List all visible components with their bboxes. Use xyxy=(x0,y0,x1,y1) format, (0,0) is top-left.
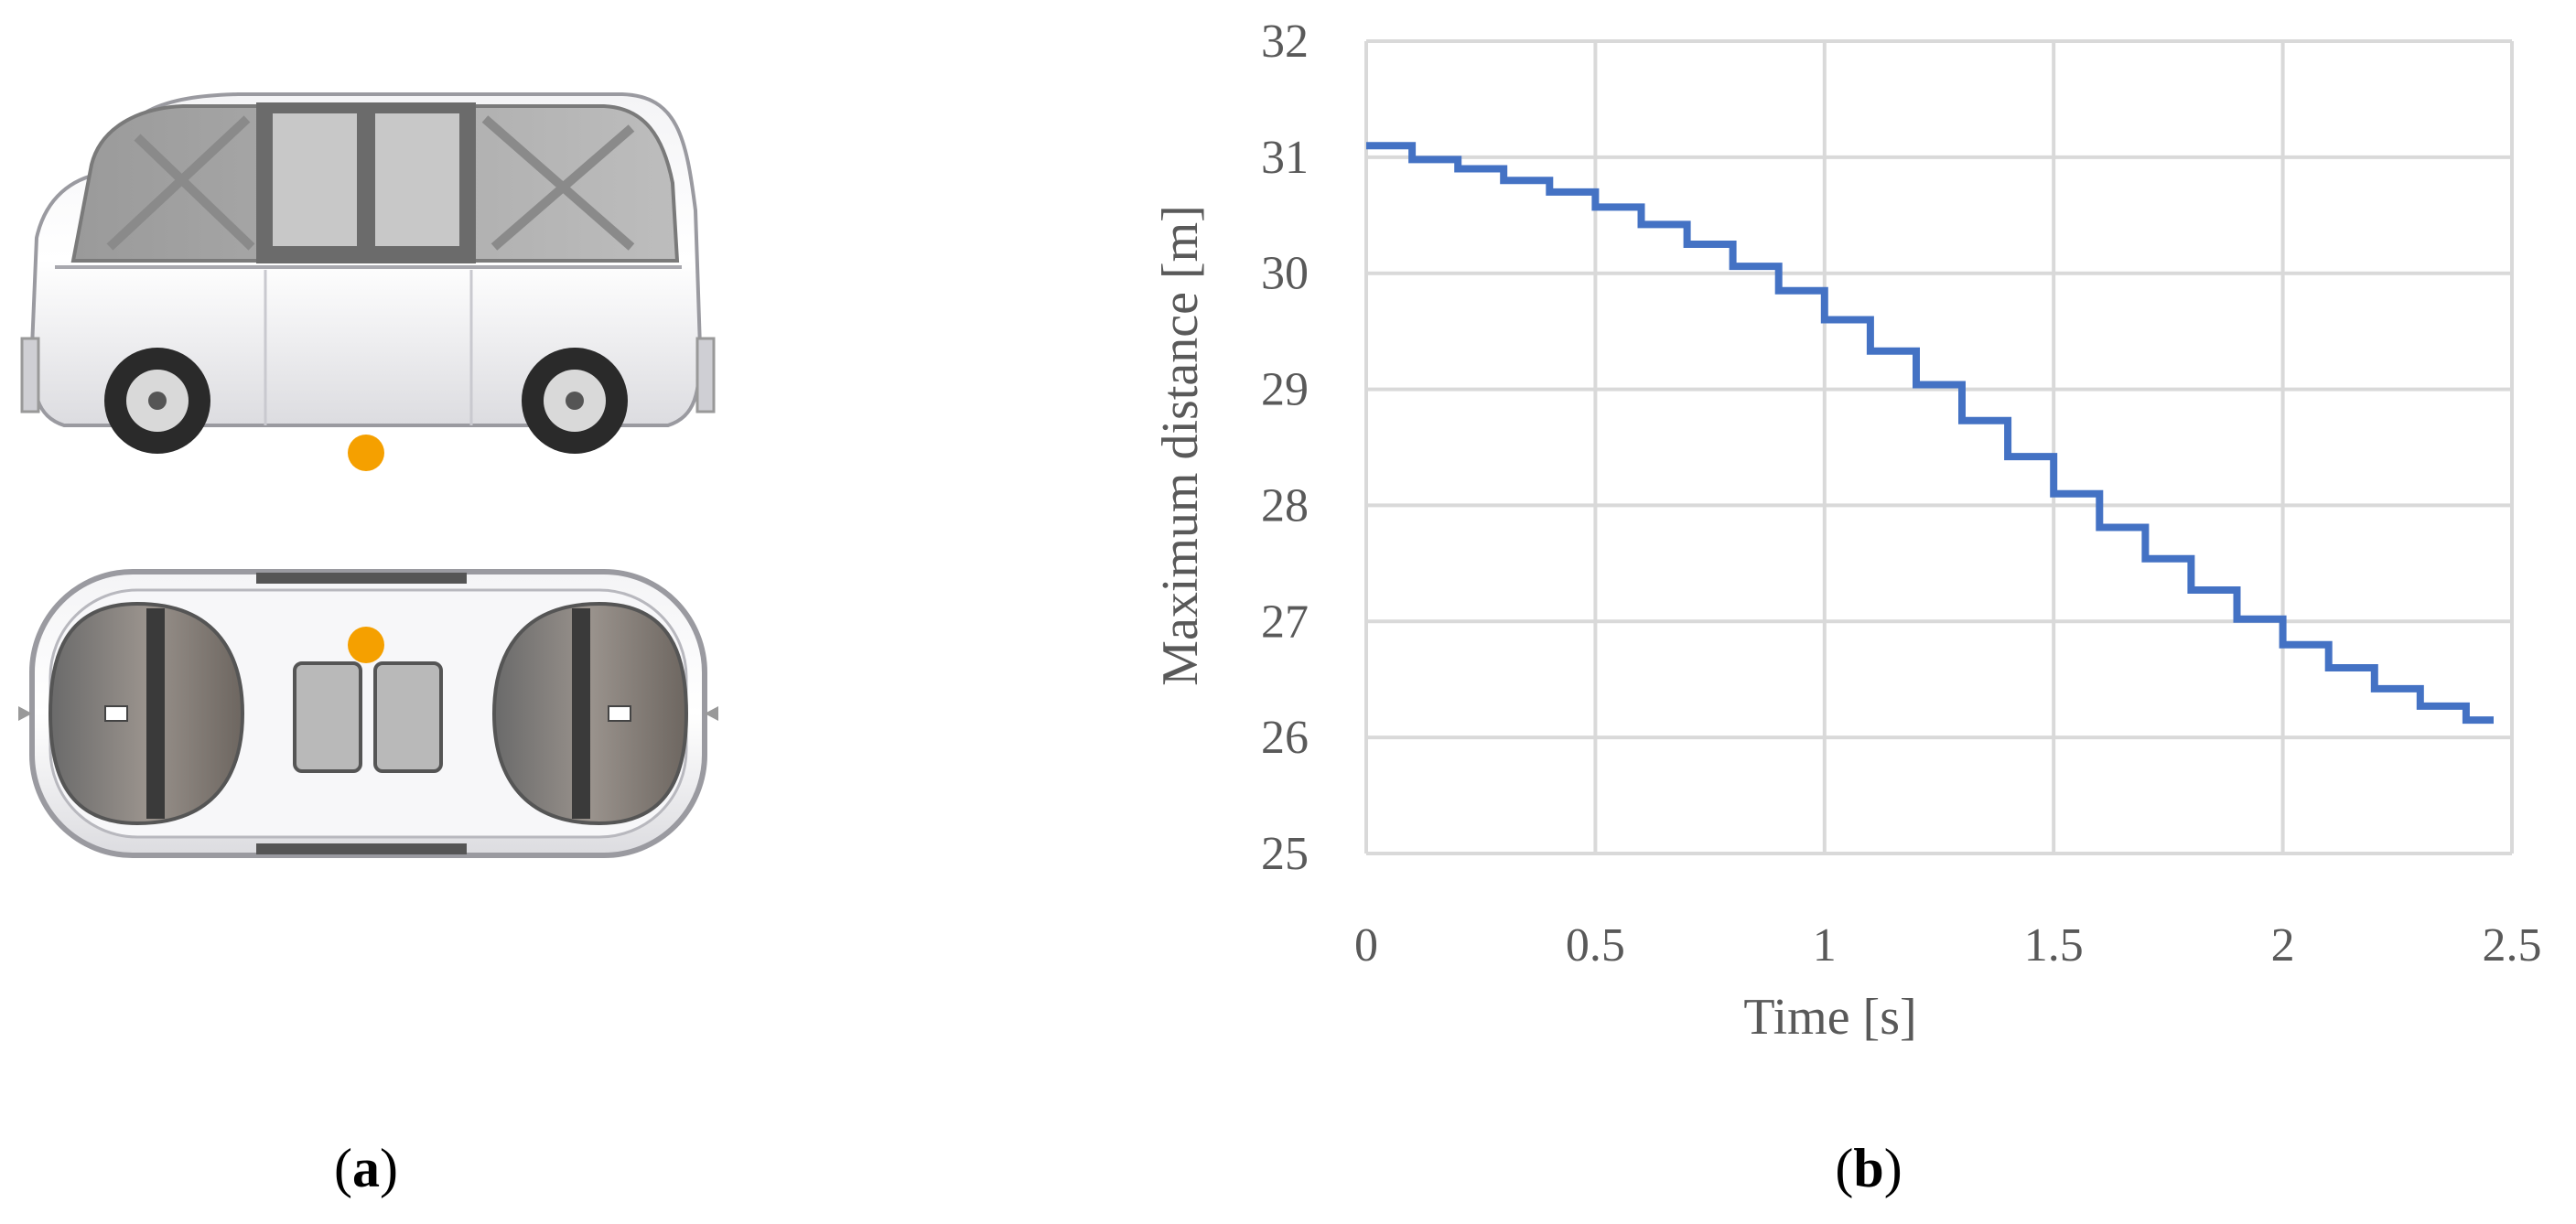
y-tick-labels: 25 26 27 28 29 30 31 32 xyxy=(1261,16,1309,880)
y-tick-label: 29 xyxy=(1261,364,1309,416)
y-tick-label: 31 xyxy=(1261,132,1309,184)
max-distance-series-line xyxy=(1366,142,2494,725)
x-tick-label: 0.5 xyxy=(1566,919,1625,972)
y-tick-label: 32 xyxy=(1261,16,1309,68)
y-gridlines xyxy=(1366,39,2512,855)
panel-label-b: (b) xyxy=(1835,1138,1902,1198)
x-gridlines xyxy=(1364,41,2514,854)
x-tick-label: 1.5 xyxy=(2024,919,2084,972)
shuttle-top-view xyxy=(18,569,718,858)
panel-label-a: (a) xyxy=(334,1138,398,1198)
x-tick-label: 0 xyxy=(1354,919,1378,972)
y-tick-label: 26 xyxy=(1261,712,1309,764)
front-wheel xyxy=(104,348,210,454)
x-tick-label: 2.5 xyxy=(2483,919,2542,972)
y-tick-label: 27 xyxy=(1261,596,1309,648)
shuttle-side-view xyxy=(20,92,716,471)
y-tick-label: 30 xyxy=(1261,248,1309,300)
x-axis-title: Time [s] xyxy=(1743,989,1916,1046)
x-tick-label: 2 xyxy=(2271,919,2295,972)
max-distance-chart: 0 0.5 1 1.5 2 2.5 25 26 27 28 29 30 31 32 Time [s] M… xyxy=(1152,16,2542,1046)
y-tick-label: 25 xyxy=(1261,828,1309,880)
reference-point-marker-side xyxy=(348,435,384,471)
y-tick-label: 28 xyxy=(1261,479,1309,531)
x-tick-label: 1 xyxy=(1813,919,1837,972)
y-axis-title: Maximum distance [m] xyxy=(1152,205,1209,686)
rear-wheel xyxy=(522,348,628,454)
x-tick-labels: 0 0.5 1 1.5 2 2.5 xyxy=(1354,919,2542,972)
reference-point-marker-top xyxy=(348,627,384,663)
